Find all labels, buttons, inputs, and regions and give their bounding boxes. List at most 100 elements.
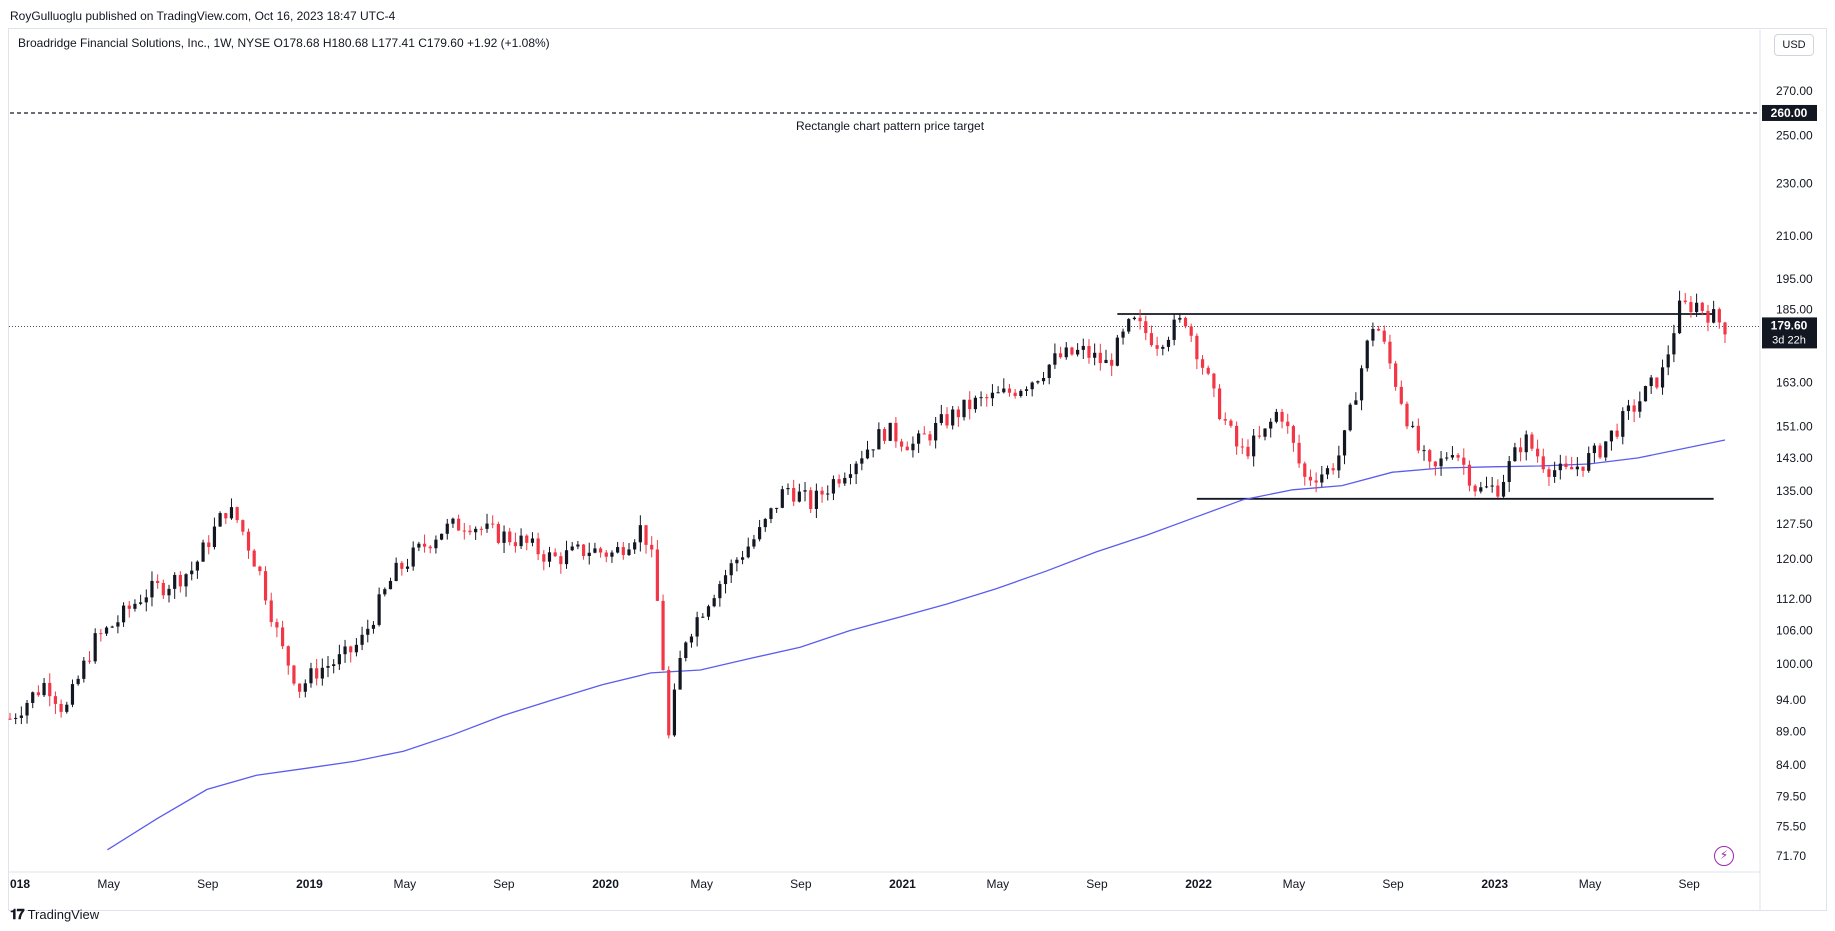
candle-body — [1535, 448, 1540, 457]
candle-body — [8, 718, 12, 720]
y-tick-label: 127.50 — [1776, 517, 1813, 531]
candle-body — [536, 538, 540, 555]
candle-body — [1638, 401, 1642, 412]
candle-body — [1621, 411, 1625, 437]
y-tick-label: 94.00 — [1776, 693, 1806, 707]
candle-body — [1677, 300, 1682, 334]
logo-text: TradingView — [27, 907, 100, 922]
candle-body — [82, 660, 86, 679]
candle-body — [1695, 302, 1699, 313]
candle-body — [1660, 367, 1665, 388]
candle-body — [1286, 421, 1290, 427]
candle-body — [1683, 300, 1687, 303]
candle-body — [1320, 474, 1324, 483]
candle-body — [1030, 382, 1034, 390]
y-tick-label: 79.50 — [1776, 790, 1806, 804]
candle-body — [1252, 435, 1256, 457]
candle-body — [1365, 340, 1369, 369]
candle-body — [207, 542, 211, 548]
candle-body — [411, 547, 415, 567]
candle-body — [746, 546, 750, 558]
candle-body — [1019, 390, 1023, 397]
candle-body — [360, 634, 364, 645]
candle-body — [451, 518, 455, 524]
candle-body — [286, 646, 290, 666]
candle-body — [1615, 430, 1619, 437]
candle-body — [235, 507, 239, 521]
candle-body — [99, 633, 103, 635]
candle-body — [1496, 485, 1500, 497]
x-tick-label: 2022 — [1185, 877, 1212, 891]
candle-body — [1445, 457, 1449, 459]
candle-body — [1354, 400, 1358, 405]
candle-body — [519, 535, 523, 547]
candle-body — [1592, 445, 1596, 454]
candle-body — [1456, 455, 1460, 458]
candle-body — [161, 582, 165, 596]
candle-body — [638, 525, 642, 543]
candle-body — [150, 580, 154, 598]
candle-body — [1200, 359, 1205, 368]
candle-body — [581, 544, 586, 556]
candle-body — [945, 414, 949, 426]
candle-body — [1229, 420, 1233, 426]
tradingview-logo[interactable]: 𝟏𝟕 TradingView — [10, 906, 99, 923]
candle-body — [326, 665, 330, 668]
y-tick-label: 230.00 — [1776, 177, 1813, 191]
candle-body — [1672, 333, 1676, 355]
candle-body — [905, 446, 909, 451]
candle-body — [985, 397, 989, 399]
y-tick-label: 120.00 — [1776, 552, 1813, 566]
candle-body — [1110, 359, 1114, 366]
candle-body — [1712, 309, 1716, 323]
candle-body — [1666, 354, 1670, 368]
candle-body — [911, 443, 915, 451]
candle-body — [190, 570, 194, 575]
candle-body — [1337, 455, 1341, 471]
candle-body — [1632, 405, 1636, 412]
candle-body — [1246, 446, 1250, 457]
candle-body — [1655, 377, 1659, 388]
candle-body — [59, 703, 63, 712]
candle-body — [1002, 388, 1006, 393]
candle-body — [1416, 425, 1420, 451]
candle-body — [479, 528, 483, 530]
candle-body — [1433, 461, 1437, 467]
x-tick-label: 2019 — [296, 877, 323, 891]
candle-body — [1036, 381, 1040, 383]
candle-body — [729, 563, 733, 576]
candle-body — [752, 539, 756, 547]
candle-body — [809, 490, 813, 509]
candle-body — [1723, 322, 1727, 335]
candle-body — [184, 574, 188, 587]
candle-body — [337, 654, 341, 665]
x-tick-label: Sep — [1678, 877, 1700, 891]
candle-body — [1240, 446, 1244, 448]
candle-body — [1717, 309, 1721, 323]
candle-body — [735, 559, 739, 564]
candle-body — [1513, 447, 1517, 462]
y-tick-label: 151.00 — [1776, 419, 1813, 433]
candle-body — [848, 474, 853, 478]
candle-body — [275, 622, 279, 628]
candle-body — [1518, 447, 1523, 453]
candle-body — [428, 546, 432, 549]
candle-body — [332, 664, 336, 666]
candle-body — [650, 544, 654, 550]
candle-body — [826, 493, 830, 495]
candle-body — [1053, 353, 1057, 365]
candle-body — [1564, 463, 1568, 468]
y-tick-label: 210.00 — [1776, 229, 1813, 243]
candle-body — [1473, 485, 1477, 492]
candle-body — [712, 598, 716, 607]
lightning-bolt-icon[interactable]: ⚡ — [1714, 846, 1734, 866]
candle-body — [116, 622, 120, 627]
candle-body — [1530, 434, 1534, 449]
currency-button[interactable]: USD — [1774, 34, 1814, 56]
candle-body — [65, 704, 69, 712]
candle-body — [1490, 485, 1494, 487]
candle-body — [496, 523, 500, 543]
candle-body — [968, 399, 972, 410]
candle-body — [1047, 364, 1051, 378]
